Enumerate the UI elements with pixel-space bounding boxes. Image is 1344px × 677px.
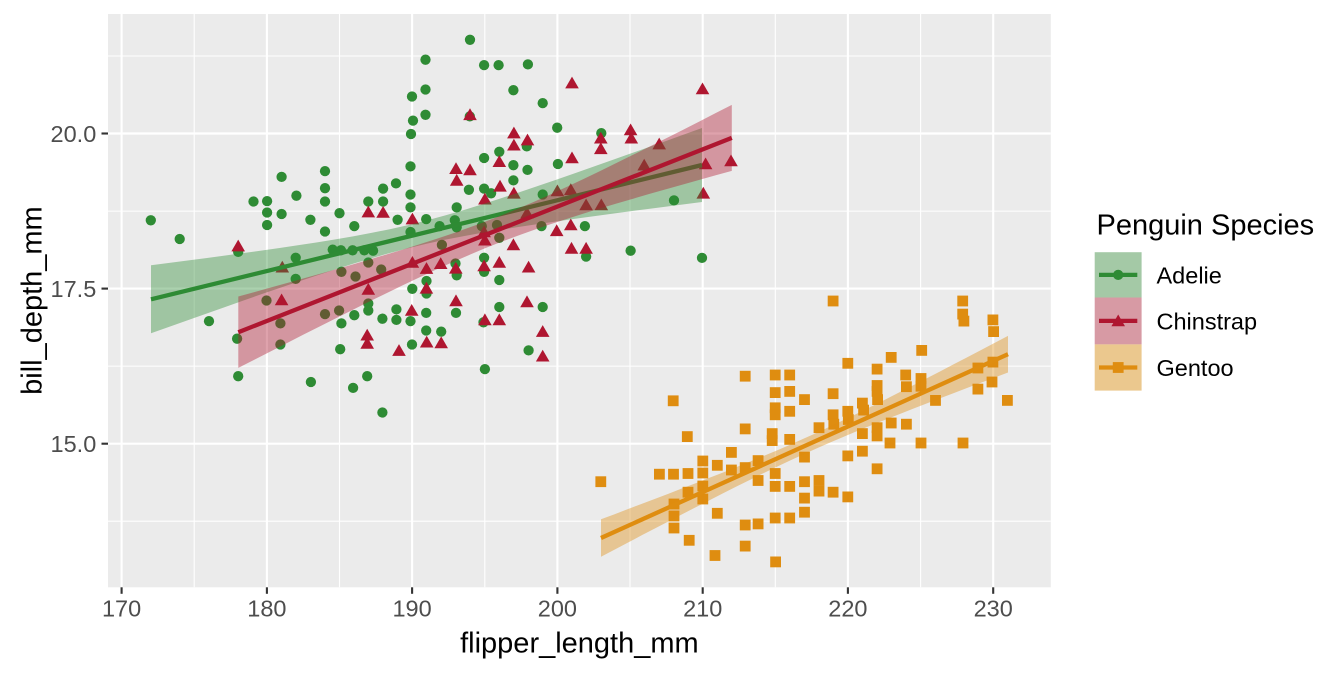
svg-text:20.0: 20.0 (51, 121, 97, 147)
svg-text:230: 230 (974, 596, 1013, 622)
svg-text:Gentoo: Gentoo (1157, 355, 1234, 381)
svg-text:170: 170 (102, 596, 141, 622)
svg-text:15.0: 15.0 (51, 431, 97, 457)
svg-text:190: 190 (392, 596, 431, 622)
svg-text:17.5: 17.5 (51, 276, 97, 302)
svg-text:Adelie: Adelie (1157, 262, 1222, 288)
svg-text:flipper_length_mm: flipper_length_mm (460, 628, 699, 660)
svg-text:210: 210 (683, 596, 722, 622)
svg-text:180: 180 (247, 596, 286, 622)
svg-text:Penguin Species: Penguin Species (1097, 210, 1315, 242)
svg-text:200: 200 (538, 596, 577, 622)
svg-text:220: 220 (828, 596, 867, 622)
svg-text:bill_depth_mm: bill_depth_mm (17, 206, 49, 395)
svg-text:Chinstrap: Chinstrap (1157, 308, 1258, 334)
